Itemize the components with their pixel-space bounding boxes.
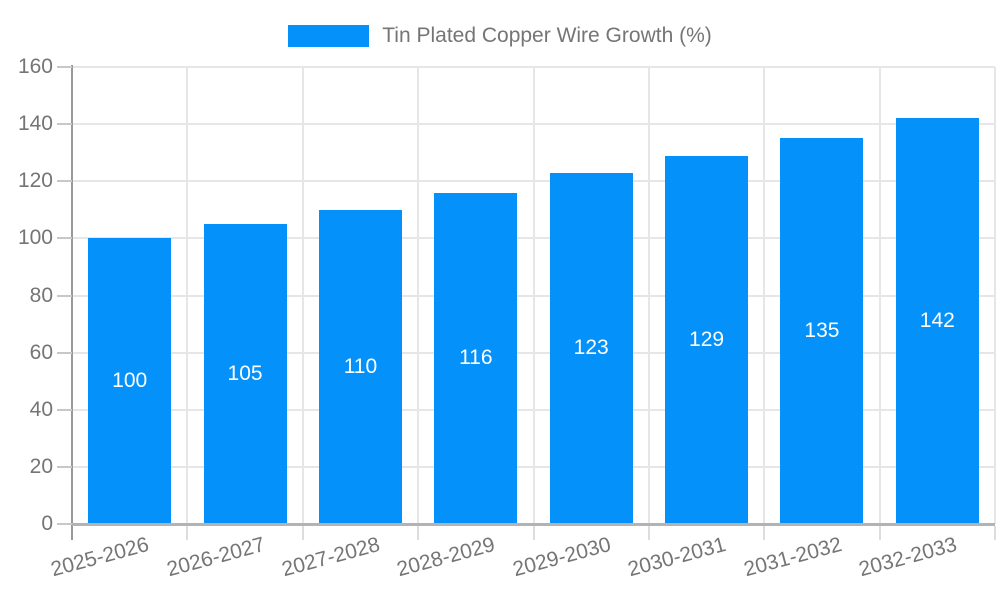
gridline-vertical <box>417 67 420 524</box>
y-axis-line <box>71 65 73 540</box>
plot-area: 100 105 110 116 123 129 135 142 <box>72 66 996 524</box>
y-axis-tick-mark <box>57 237 72 240</box>
gridline-vertical <box>186 67 189 524</box>
gridline-vertical <box>878 67 881 524</box>
y-axis-tick-label: 80 <box>29 283 53 307</box>
x-axis-tick-mark <box>532 526 535 540</box>
bar-value-label: 100 <box>112 369 148 393</box>
x-axis-label: 2029-2030 <box>510 533 614 582</box>
bar[interactable]: 123 <box>549 172 633 524</box>
x-axis-tick-mark <box>878 526 881 540</box>
gridline-vertical <box>301 67 304 524</box>
y-axis-tick-mark <box>57 180 72 183</box>
x-axis-label: 2026-2027 <box>164 533 268 582</box>
bar[interactable]: 135 <box>780 138 864 524</box>
y-axis-tick-mark <box>57 465 72 468</box>
bar-value-label: 135 <box>804 319 840 343</box>
bar-value-label: 123 <box>573 336 609 360</box>
x-axis-tick-mark <box>301 526 304 540</box>
bar-value-label: 116 <box>459 346 493 370</box>
y-axis-tick-label: 160 <box>17 55 53 78</box>
legend-swatch <box>288 25 370 47</box>
x-axis-tick-mark <box>763 526 766 540</box>
y-axis-tick-mark <box>57 408 72 411</box>
y-axis-tick-label: 20 <box>29 454 53 478</box>
x-axis-label: 2027-2028 <box>279 533 383 582</box>
y-axis-tick-label: 140 <box>17 112 53 136</box>
bar[interactable]: 142 <box>895 118 979 524</box>
bar[interactable]: 100 <box>88 238 172 524</box>
x-axis-label: 2028-2029 <box>394 533 498 582</box>
x-axis-label: 2025-2026 <box>48 533 152 582</box>
y-axis-tick-label: 40 <box>29 397 53 421</box>
bar-value-label: 110 <box>343 354 378 378</box>
y-axis-tick-mark <box>57 351 72 354</box>
bar[interactable]: 116 <box>434 192 518 524</box>
y-axis-tick-mark <box>57 123 72 126</box>
gridline-vertical <box>532 67 535 524</box>
y-axis-tick-mark <box>57 294 72 297</box>
y-axis-tick-mark <box>57 66 72 68</box>
x-axis-tick-mark <box>186 526 189 540</box>
bar-value-label: 129 <box>689 327 725 351</box>
y-axis-tick-mark <box>57 523 72 525</box>
bar-value-label: 105 <box>227 362 263 386</box>
gridline-vertical <box>647 67 650 524</box>
x-axis-label: 2030-2031 <box>625 533 729 582</box>
bar[interactable]: 105 <box>203 224 287 524</box>
bar[interactable]: 129 <box>665 155 749 524</box>
y-axis-tick-label: 120 <box>17 169 53 193</box>
gridline-vertical <box>994 67 996 524</box>
gridline-vertical <box>763 67 766 524</box>
y-axis-tick-label: 60 <box>29 340 53 364</box>
bar-value-label: 142 <box>919 309 955 333</box>
x-axis-label: 2031-2032 <box>740 533 844 582</box>
x-axis-line <box>72 523 995 526</box>
legend-label: Tin Plated Copper Wire Growth (%) <box>382 24 712 47</box>
x-axis-label: 2032-2033 <box>856 533 960 582</box>
x-axis-tick-mark <box>994 526 996 540</box>
bar[interactable]: 110 <box>318 209 402 524</box>
x-axis-tick-mark <box>647 526 650 540</box>
y-axis-tick-label: 0 <box>41 512 53 535</box>
legend[interactable]: Tin Plated Copper Wire Growth (%) <box>0 24 1000 47</box>
y-axis-tick-label: 100 <box>17 226 53 250</box>
x-axis-tick-mark <box>417 526 420 540</box>
